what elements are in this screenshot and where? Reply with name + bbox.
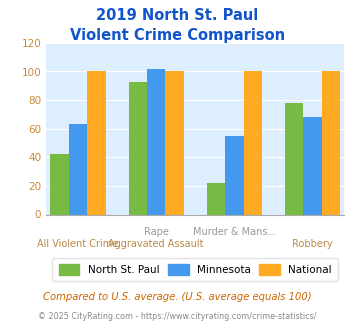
- Bar: [225, 136, 244, 214]
- Bar: [165, 72, 184, 214]
- Text: Robbery: Robbery: [292, 239, 333, 248]
- Bar: [69, 124, 87, 214]
- Bar: [322, 72, 340, 214]
- Text: 2019 North St. Paul: 2019 North St. Paul: [96, 8, 259, 23]
- Bar: [50, 154, 69, 214]
- Bar: [303, 117, 322, 214]
- Bar: [244, 72, 262, 214]
- Text: Rape: Rape: [144, 226, 169, 237]
- Text: Violent Crime Comparison: Violent Crime Comparison: [70, 28, 285, 43]
- Text: Aggravated Assault: Aggravated Assault: [108, 239, 204, 248]
- Bar: [129, 82, 147, 214]
- Text: Compared to U.S. average. (U.S. average equals 100): Compared to U.S. average. (U.S. average …: [43, 292, 312, 302]
- Legend: North St. Paul, Minnesota, National: North St. Paul, Minnesota, National: [52, 258, 338, 281]
- Text: Murder & Mans...: Murder & Mans...: [192, 226, 276, 237]
- Bar: [147, 69, 165, 214]
- Bar: [285, 103, 303, 214]
- Bar: [207, 183, 225, 214]
- Text: All Violent Crime: All Violent Crime: [38, 239, 119, 248]
- Text: © 2025 CityRating.com - https://www.cityrating.com/crime-statistics/: © 2025 CityRating.com - https://www.city…: [38, 312, 317, 321]
- Bar: [87, 72, 106, 214]
